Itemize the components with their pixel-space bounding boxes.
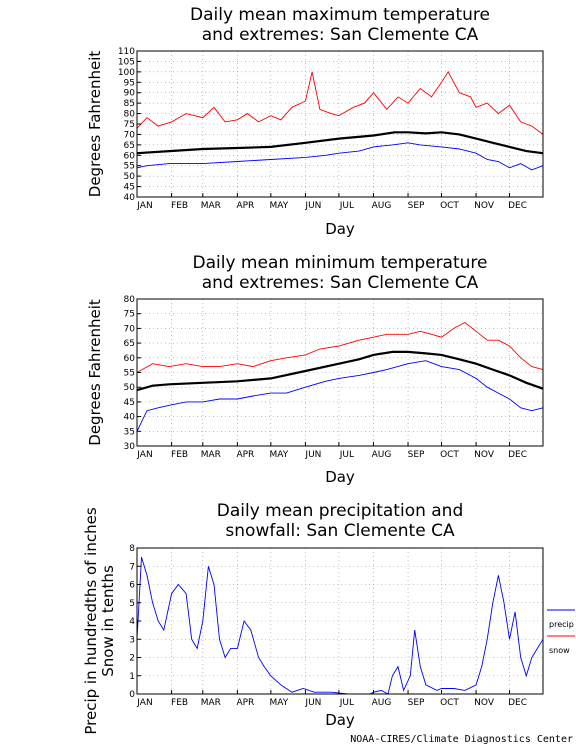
chart-title-line: and extremes: San Clemente CA (202, 25, 479, 45)
y-tick-label: 75 (124, 310, 135, 320)
y-tick-label: 0 (129, 690, 135, 700)
x-tick-label: FEB (171, 698, 188, 708)
y-axis-label: Degrees Fahrenheit (86, 299, 104, 446)
x-tick-label: MAR (201, 450, 221, 460)
y-tick-label: 80 (124, 295, 136, 305)
y-axis-label-line: Snow in tenths (99, 565, 117, 677)
x-tick-label: OCT (440, 450, 459, 460)
legend-label-snow: snow (549, 646, 570, 655)
x-axis-label: Day (325, 220, 355, 238)
y-axis-label-line: Precip in hundredths of inches (82, 507, 100, 734)
y-tick-label: 80 (124, 110, 136, 120)
x-tick-label: MAY (269, 450, 288, 460)
y-tick-label: 50 (124, 172, 136, 182)
series-line-precip (136, 556, 544, 695)
chart-title-line: Daily mean precipitation and (217, 501, 464, 521)
y-tick-label: 110 (118, 47, 135, 57)
x-axis-label: Day (325, 711, 355, 729)
x-tick-label: JUL (339, 201, 354, 211)
y-tick-label: 70 (124, 130, 136, 140)
x-axis-label: Day (325, 468, 355, 486)
y-tick-label: 95 (124, 78, 135, 88)
x-tick-label: AUG (372, 201, 392, 211)
y-tick-label: 60 (124, 354, 136, 364)
chart-title-line: and extremes: San Clemente CA (202, 273, 479, 293)
y-tick-label: 100 (118, 68, 135, 78)
x-tick-label: JAN (136, 698, 152, 708)
x-tick-label: JUN (304, 450, 321, 460)
y-tick-label: 70 (124, 324, 136, 334)
y-tick-label: 35 (124, 427, 135, 437)
series-line-upper (136, 71, 544, 135)
x-tick-label: APR (236, 201, 254, 211)
y-tick-label: 55 (124, 162, 135, 172)
legend-label-precip: precip (549, 620, 574, 629)
chart-title-line: Daily mean maximum temperature (190, 5, 490, 25)
series-line-mean (136, 131, 544, 155)
x-tick-label: FEB (171, 450, 188, 460)
x-tick-label: AUG (372, 450, 392, 460)
y-tick-label: 2 (129, 654, 135, 664)
x-tick-label: DEC (508, 698, 527, 708)
chart-title-line: snowfall: San Clemente CA (225, 521, 455, 541)
x-tick-label: JUL (339, 698, 354, 708)
y-tick-label: 3 (129, 635, 135, 645)
y-tick-label: 5 (129, 599, 135, 609)
x-tick-label: MAR (201, 698, 221, 708)
y-tick-label: 50 (124, 383, 136, 393)
x-tick-label: SEP (408, 698, 425, 708)
x-tick-label: SEP (408, 450, 425, 460)
y-tick-label: 7 (129, 562, 135, 572)
series-line-upper (136, 321, 544, 373)
y-tick-label: 1 (129, 672, 135, 682)
y-tick-label: 30 (124, 442, 136, 452)
y-tick-label: 55 (124, 369, 135, 379)
x-tick-label: MAR (201, 201, 221, 211)
y-tick-label: 40 (124, 413, 136, 423)
y-axis-label: Degrees Fahrenheit (86, 51, 104, 198)
x-tick-label: APR (236, 698, 254, 708)
y-tick-label: 85 (124, 99, 135, 109)
x-tick-label: DEC (508, 450, 527, 460)
y-tick-label: 40 (124, 193, 136, 203)
y-tick-label: 60 (124, 151, 136, 161)
x-tick-label: DEC (508, 201, 527, 211)
y-tick-label: 6 (129, 581, 135, 591)
y-tick-label: 75 (124, 120, 135, 130)
x-tick-label: NOV (474, 698, 495, 708)
y-tick-label: 65 (124, 339, 135, 349)
y-tick-label: 45 (124, 183, 135, 193)
x-tick-label: JAN (136, 201, 152, 211)
y-tick-label: 105 (118, 57, 135, 67)
x-tick-label: JUN (304, 201, 321, 211)
x-tick-label: OCT (440, 201, 459, 211)
y-tick-label: 90 (124, 89, 136, 99)
x-tick-label: SEP (408, 201, 425, 211)
series-line-lower (136, 142, 544, 171)
x-tick-label: NOV (474, 201, 495, 211)
y-tick-label: 45 (124, 398, 135, 408)
x-tick-label: JUN (304, 698, 321, 708)
chart-title-line: Daily mean minimum temperature (193, 253, 488, 273)
x-tick-label: APR (236, 450, 254, 460)
x-tick-label: FEB (171, 201, 188, 211)
x-tick-label: OCT (440, 698, 459, 708)
y-tick-label: 65 (124, 141, 135, 151)
credit-label: NOAA-CIRES/Climate Diagnostics Center (350, 734, 573, 745)
x-tick-label: NOV (474, 450, 495, 460)
x-tick-label: JUL (339, 450, 354, 460)
y-tick-label: 4 (129, 617, 135, 627)
series-line-mean (136, 350, 544, 392)
x-tick-label: MAY (269, 201, 288, 211)
series-line-lower (136, 360, 544, 432)
x-tick-label: MAY (269, 698, 288, 708)
x-tick-label: AUG (372, 698, 392, 708)
x-tick-label: JAN (136, 450, 152, 460)
y-tick-label: 8 (129, 544, 135, 554)
